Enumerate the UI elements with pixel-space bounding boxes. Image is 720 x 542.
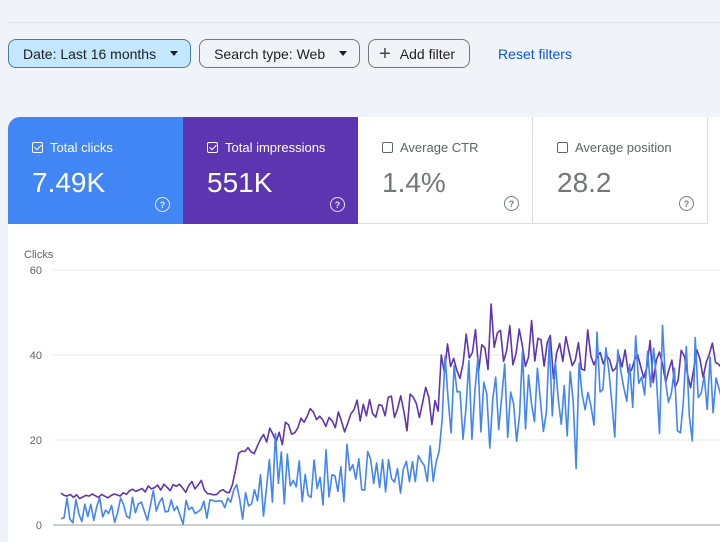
filter-bar: Date: Last 16 months Search type: Web + … (8, 39, 572, 68)
checkbox-unchecked-icon[interactable] (557, 142, 568, 153)
metric-value: 7.49K (32, 167, 106, 198)
help-icon[interactable]: ? (679, 196, 694, 211)
y-tick-label: 20 (30, 435, 42, 447)
series-line-clicks (60, 324, 720, 525)
y-tick-label: 60 (30, 265, 42, 277)
performance-chart: Clicks 0 20 40 60 (8, 224, 720, 542)
metric-average-position[interactable]: Average position 28.2 ? (533, 117, 708, 224)
metric-total-clicks[interactable]: Total clicks 7.49K ? (8, 117, 183, 224)
line-chart: Clicks 0 20 40 60 (24, 249, 720, 532)
chevron-down-icon (339, 51, 348, 56)
help-icon[interactable]: ? (504, 196, 519, 211)
top-divider (8, 22, 720, 23)
checkbox-unchecked-icon[interactable] (382, 142, 393, 153)
add-filter-label: Add filter (399, 45, 456, 62)
metric-tabs: Total clicks 7.49K ? Total impressions 5… (8, 117, 720, 224)
checkbox-checked-icon[interactable] (32, 142, 43, 153)
help-icon[interactable]: ? (330, 197, 345, 212)
date-filter-chip[interactable]: Date: Last 16 months (8, 39, 192, 68)
y-tick-label: 40 (30, 350, 42, 362)
y-axis-label: Clicks (24, 249, 54, 261)
search-type-chip[interactable]: Search type: Web (199, 39, 361, 68)
metric-value: 1.4% (382, 167, 446, 198)
add-filter-button[interactable]: + Add filter (368, 39, 471, 68)
performance-card: Total clicks 7.49K ? Total impressions 5… (8, 117, 720, 542)
metric-average-ctr[interactable]: Average CTR 1.4% ? (358, 117, 533, 224)
date-filter-label: Date: Last 16 months (23, 45, 157, 62)
chevron-down-icon (170, 51, 179, 56)
metric-value: 28.2 (557, 167, 612, 198)
metric-label: Average CTR (400, 140, 479, 155)
metric-total-impressions[interactable]: Total impressions 551K ? (183, 117, 358, 224)
help-icon[interactable]: ? (155, 197, 170, 212)
plus-icon: + (379, 42, 391, 65)
search-type-label: Search type: Web (214, 45, 326, 62)
metric-value: 551K (207, 167, 273, 198)
metric-label: Average position (575, 140, 672, 155)
reset-filters-link[interactable]: Reset filters (498, 45, 572, 62)
metric-label: Total impressions (225, 140, 326, 155)
metric-label: Total clicks (50, 140, 113, 155)
y-tick-label: 0 (36, 520, 42, 532)
checkbox-checked-icon[interactable] (207, 142, 218, 153)
